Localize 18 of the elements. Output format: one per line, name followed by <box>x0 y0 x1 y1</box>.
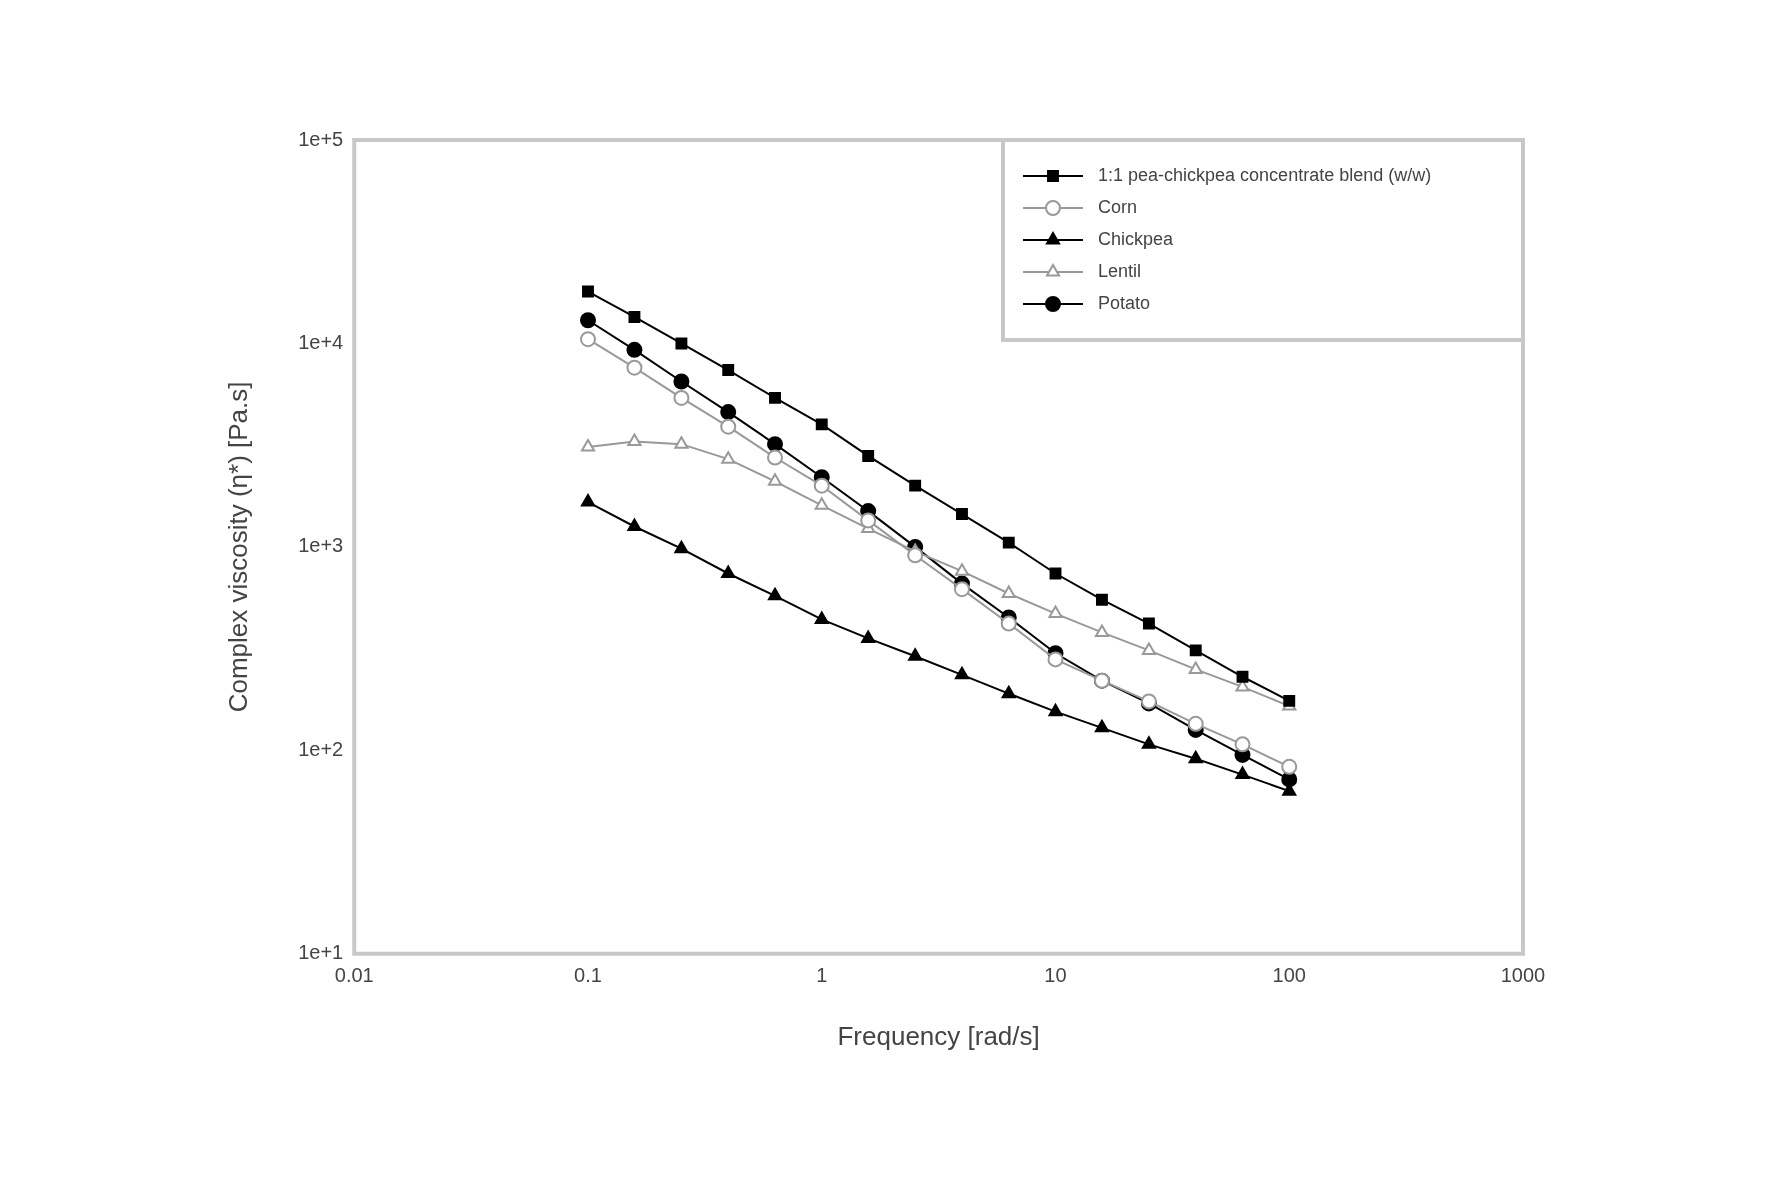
y-tick-label: 1e+4 <box>298 330 344 353</box>
y-tick-label: 1e+3 <box>298 534 344 557</box>
legend-label: 1:1 pea-chickpea concentrate blend (w/w) <box>1098 164 1432 185</box>
legend-label: Potato <box>1098 292 1151 313</box>
x-tick-label: 100 <box>1272 964 1306 987</box>
x-tick-label: 0.01 <box>334 964 374 987</box>
x-tick-label: 1 <box>816 964 828 987</box>
y-axis-title: Complex viscosity (η*) [Pa.s] <box>222 381 253 713</box>
x-tick-label: 0.1 <box>574 964 602 987</box>
legend-label: Lentil <box>1098 260 1142 281</box>
legend-label: Corn <box>1098 196 1138 217</box>
legend-label: Chickpea <box>1098 228 1175 249</box>
x-axis-title: Frequency [rad/s] <box>837 1020 1040 1051</box>
y-tick-label: 1e+2 <box>298 737 344 760</box>
x-tick-label: 10 <box>1044 964 1067 987</box>
y-tick-label: 1e+5 <box>298 127 344 150</box>
x-tick-label: 1000 <box>1500 964 1546 987</box>
y-tick-label: 1e+1 <box>298 941 344 964</box>
